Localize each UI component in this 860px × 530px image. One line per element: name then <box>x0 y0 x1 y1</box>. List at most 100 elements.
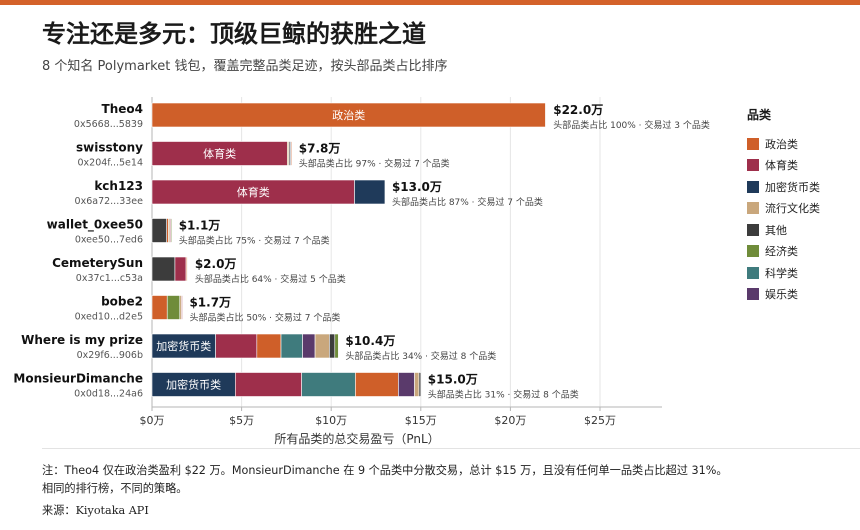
footnote-line-1: 注：Theo4 仅在政治类盈利 $22 万。MonsieurDimanche 在… <box>42 464 728 477</box>
bar-segment <box>354 179 386 205</box>
bar-segment <box>418 372 422 397</box>
bar-segment <box>329 333 336 359</box>
wallet-name: kch123 <box>94 179 143 193</box>
bar-segment-label: 体育类 <box>237 185 270 199</box>
bar-stat-label: 头部品类占比 31% · 交易过 8 个品类 <box>428 389 579 401</box>
wallet-address: 0x204f...5e14 <box>78 158 144 169</box>
legend-title: 品类 <box>747 108 772 122</box>
wallet-name: bobe2 <box>101 295 143 309</box>
x-tick-label: $5万 <box>229 414 254 427</box>
legend-item: 流行文化类 <box>747 198 820 220</box>
wallet-name: wallet_0xee50 <box>47 218 143 233</box>
bar-stat-label: 头部品类占比 100% · 交易过 3 个品类 <box>553 119 710 131</box>
bar-stat-label: 头部品类占比 34% · 交易过 8 个品类 <box>345 350 496 362</box>
top-accent-bar <box>0 0 860 5</box>
bar-total-label: $1.1万 <box>179 219 221 233</box>
bar-total-label: $15.0万 <box>428 373 478 387</box>
legend-label: 经济类 <box>765 245 798 259</box>
legend-swatch <box>747 288 759 301</box>
bar-total-label: $13.0万 <box>392 180 442 194</box>
wallet-name: Theo4 <box>102 102 143 116</box>
bar-stat-label: 头部品类占比 50% · 交易过 7 个品类 <box>189 312 340 324</box>
legend-swatch <box>747 266 759 279</box>
legend-item: 加密货币类 <box>747 176 820 198</box>
bar-stat-label: 头部品类占比 87% · 交易过 7 个品类 <box>392 196 543 208</box>
bar-segment <box>166 295 181 320</box>
bar-segment <box>334 333 339 359</box>
bar-segment-label: 政治类 <box>332 108 365 122</box>
legend-swatch <box>747 159 759 172</box>
wallet-name: CemeterySun <box>52 256 143 270</box>
legend-label: 其他 <box>765 223 787 237</box>
bar-total-label: $2.0万 <box>195 257 237 271</box>
bar-total-label: $1.7万 <box>189 296 231 310</box>
bar-segment <box>235 372 302 397</box>
bar-segment-label: 加密货币类 <box>166 378 221 392</box>
legend-swatch <box>747 137 759 150</box>
bar-stat-label: 头部品类占比 75% · 交易过 7 个品类 <box>179 235 330 247</box>
legend-item: 政治类 <box>747 133 820 155</box>
wallet-address: 0x0d18...24a6 <box>74 389 143 400</box>
bar-total-label: $7.8万 <box>299 142 341 156</box>
x-tick-label: $15万 <box>405 414 437 427</box>
wallet-name: MonsieurDimanche <box>13 372 143 386</box>
bar-segment <box>545 102 547 128</box>
bar-segment <box>151 218 167 243</box>
x-tick-label: $0万 <box>140 414 165 427</box>
bar-segment <box>151 256 176 282</box>
legend-label: 流行文化类 <box>765 202 820 216</box>
bar-segment <box>174 256 187 282</box>
legend-label: 科学类 <box>765 266 798 280</box>
wallet-address: 0x5668...5839 <box>74 119 143 130</box>
bar-segment <box>302 333 316 359</box>
bar-stat-label: 头部品类占比 64% · 交易过 5 个品类 <box>195 273 346 285</box>
bar-segment-label: 加密货币类 <box>156 339 211 353</box>
bar-segment <box>151 102 546 128</box>
page-subtitle: 8 个知名 Polymarket 钱包，覆盖完整品类足迹，按头部品类占比排序 <box>42 59 448 74</box>
wallet-name: swisstony <box>76 141 143 155</box>
bar-segment <box>414 372 420 397</box>
bar-segment <box>314 333 330 359</box>
legend-label: 娱乐类 <box>765 288 798 302</box>
wallet-address: 0x29f6...906b <box>77 350 143 361</box>
x-tick-label: $10万 <box>315 414 347 427</box>
legend-item: 经济类 <box>747 241 820 263</box>
legend-items: 政治类体育类加密货币类流行文化类其他经济类科学类娱乐类 <box>747 133 820 305</box>
bar-segment-label: 体育类 <box>203 147 236 161</box>
legend-item: 娱乐类 <box>747 284 820 306</box>
footnote-line-2: 相同的排行榜，不同的策略。 <box>42 482 188 495</box>
wallet-address: 0xed10...d2e5 <box>75 312 143 323</box>
legend-swatch <box>747 202 759 215</box>
bar-segment <box>181 295 183 320</box>
legend-item: 体育类 <box>747 155 820 177</box>
x-tick-label: $20万 <box>494 414 526 427</box>
bar-segment <box>170 218 173 243</box>
bar-segment <box>186 256 189 282</box>
bar-segment <box>151 141 288 166</box>
bar-total-label: $10.4万 <box>345 334 395 348</box>
source-note: 来源：Kiyotaka API <box>42 504 149 517</box>
legend-swatch <box>747 223 759 236</box>
page-title: 专注还是多元：顶级巨鲸的获胜之道 <box>42 20 426 48</box>
wallet-name: Where is my prize <box>21 333 143 347</box>
wallet-address: 0xee50...7ed6 <box>75 235 143 246</box>
bar-total-label: $22.0万 <box>553 103 603 117</box>
bar-segment <box>215 333 258 359</box>
bar-segment <box>256 333 282 359</box>
bar-segment <box>301 372 356 397</box>
legend-label: 体育类 <box>765 159 798 173</box>
divider <box>42 448 860 449</box>
legend-swatch <box>747 245 759 258</box>
bar-segment <box>280 333 303 359</box>
chart-legend: 品类 政治类体育类加密货币类流行文化类其他经济类科学类娱乐类 <box>747 106 820 305</box>
footnote: 注：Theo4 仅在政治类盈利 $22 万。MonsieurDimanche 在… <box>42 462 842 498</box>
legend-label: 加密货币类 <box>765 180 820 194</box>
bar-segment <box>151 295 168 320</box>
wallet-address: 0x37c1...c53a <box>76 273 143 284</box>
legend-label: 政治类 <box>765 137 798 151</box>
bar-segment <box>290 141 293 166</box>
bar-segment <box>151 372 236 397</box>
legend-swatch <box>747 180 759 193</box>
x-tick-label: $25万 <box>584 414 616 427</box>
